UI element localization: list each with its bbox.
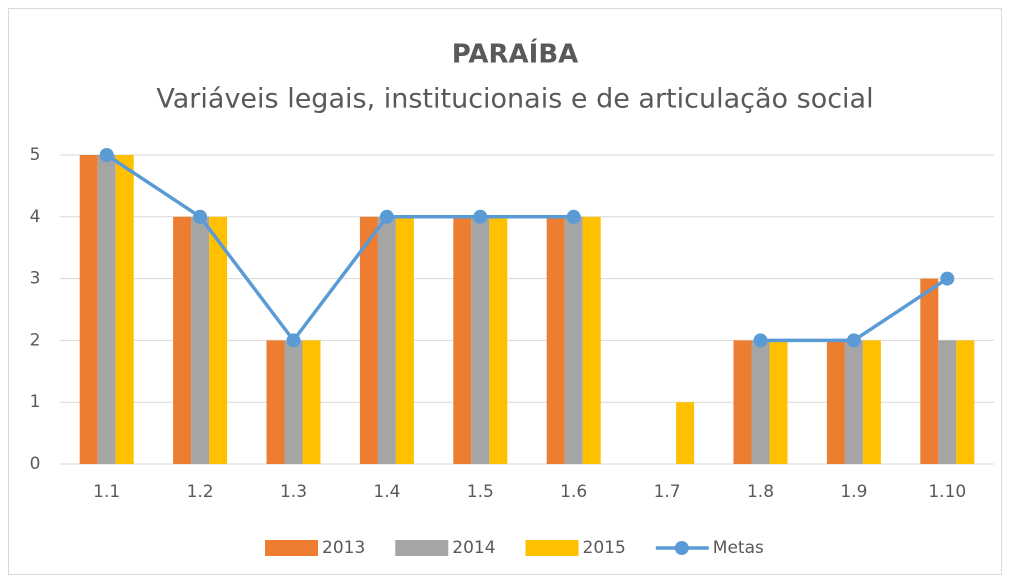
line-point	[193, 209, 208, 224]
legend-label: 2014	[452, 538, 495, 558]
line-point	[753, 333, 768, 348]
y-tick-label: 2	[30, 330, 41, 350]
line-point	[940, 271, 955, 286]
bar	[733, 340, 752, 464]
bar	[489, 216, 508, 464]
bar	[453, 216, 472, 464]
legend-swatch	[265, 540, 318, 556]
y-tick-label: 1	[30, 392, 41, 412]
bar	[862, 340, 881, 464]
x-tick-label: 1.7	[654, 482, 681, 502]
legend-label: 2013	[322, 538, 365, 558]
line-point	[846, 333, 861, 348]
bar	[284, 340, 303, 464]
x-tick-label: 1.1	[93, 482, 120, 502]
bar	[209, 216, 228, 464]
bar	[546, 216, 565, 464]
legend-swatch	[395, 540, 449, 556]
x-tick-label: 1.6	[560, 482, 587, 502]
bar	[115, 155, 134, 464]
bar	[826, 340, 845, 464]
bar	[266, 340, 285, 464]
x-tick-label: 1.3	[280, 482, 307, 502]
legend-swatch	[674, 541, 689, 555]
legend-label: Metas	[713, 538, 764, 558]
bar	[769, 340, 788, 464]
bar	[676, 402, 695, 464]
x-tick-label: 1.10	[928, 482, 966, 502]
bar	[471, 216, 490, 464]
bar	[956, 340, 975, 464]
bar	[844, 340, 863, 464]
bar	[582, 216, 601, 464]
chart-title: PARAÍBA	[452, 38, 579, 70]
bar	[359, 216, 378, 464]
legend-swatch	[525, 540, 579, 556]
bar	[377, 216, 396, 464]
y-tick-label: 5	[30, 145, 41, 165]
line-point	[286, 333, 301, 348]
y-tick-label: 3	[30, 269, 41, 289]
bar	[751, 340, 770, 464]
bar	[97, 155, 116, 464]
line-point	[473, 209, 488, 224]
bar	[920, 278, 939, 464]
legend-label: 2015	[583, 538, 626, 558]
line-point	[566, 209, 581, 224]
y-tick-label: 4	[30, 207, 41, 227]
bar	[395, 216, 414, 464]
bar	[302, 340, 321, 464]
bar	[191, 216, 210, 464]
x-tick-label: 1.8	[747, 482, 774, 502]
y-tick-label: 0	[30, 454, 41, 474]
x-tick-label: 1.9	[840, 482, 867, 502]
bar	[564, 216, 583, 464]
x-tick-label: 1.2	[187, 482, 214, 502]
chart-subtitle: Variáveis legais, institucionais e de ar…	[156, 84, 873, 115]
bar	[79, 155, 98, 464]
line-point	[99, 148, 114, 162]
bar	[938, 340, 957, 464]
x-tick-label: 1.4	[373, 482, 400, 502]
bar	[173, 216, 192, 464]
x-tick-label: 1.5	[467, 482, 494, 502]
line-point	[379, 209, 394, 224]
